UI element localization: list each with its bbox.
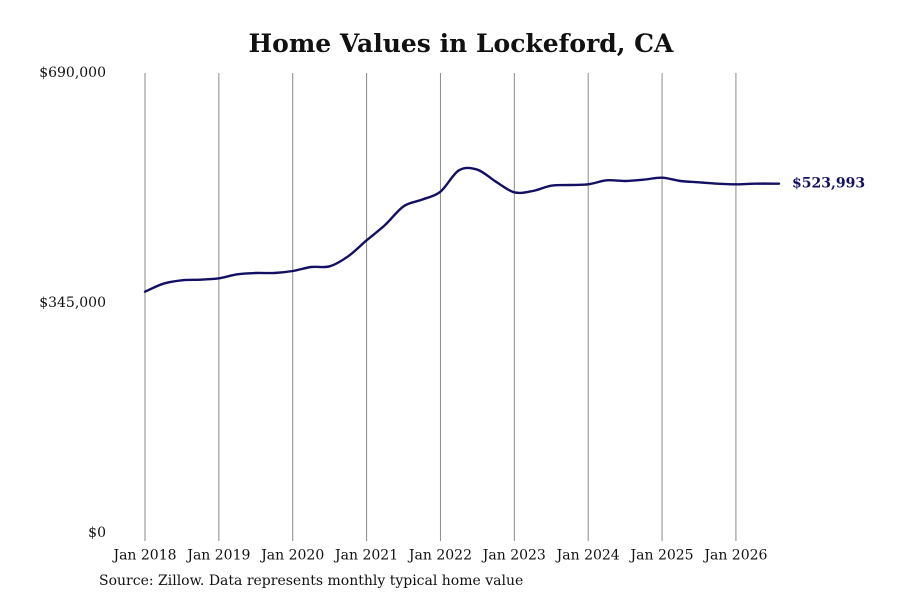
x-tick-label: Jan 2026	[702, 548, 767, 564]
x-tick-label: Jan 2022	[407, 548, 472, 564]
x-tick-label: Jan 2020	[259, 548, 324, 564]
x-tick-label: Jan 2019	[185, 548, 250, 564]
x-axis: Jan 2018 Jan 2019 Jan 2020 Jan 2021 Jan 2022…	[111, 548, 767, 564]
y-tick-label: $345,000	[39, 295, 106, 311]
y-axis: $0 $345,000 $690,000	[39, 65, 106, 541]
chart-title: Home Values in Lockeford, CA	[249, 29, 674, 58]
x-tick-label: Jan 2018	[111, 548, 176, 564]
y-tick-label: $0	[88, 525, 106, 541]
x-tick-label: Jan 2021	[333, 548, 398, 564]
home-value-line	[143, 166, 781, 293]
grid-lines	[144, 73, 737, 541]
x-tick-label: Jan 2025	[629, 548, 694, 564]
x-tick-label: Jan 2023	[481, 548, 546, 564]
y-tick-label: $690,000	[39, 65, 106, 81]
x-tick-label: Jan 2024	[555, 548, 620, 564]
source-note: Source: Zillow. Data represents monthly …	[99, 573, 524, 589]
latest-value-label: $523,993	[792, 176, 865, 192]
